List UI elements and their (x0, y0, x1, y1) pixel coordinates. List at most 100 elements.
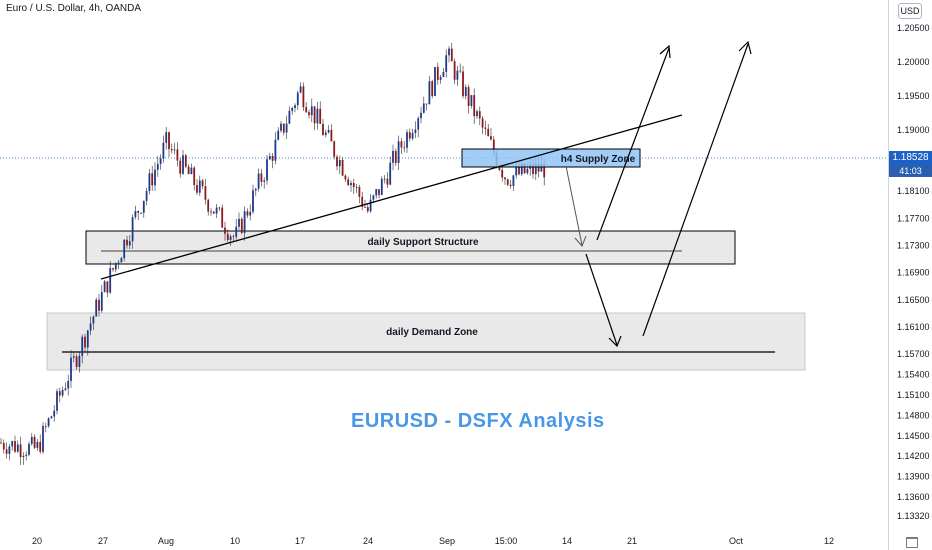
candle-body (268, 156, 271, 160)
price-tick-label: 1.16900 (897, 268, 930, 278)
analysis-watermark: EURUSD - DSFX Analysis (351, 410, 605, 432)
candle-body (226, 233, 229, 240)
candle-body (33, 436, 36, 448)
candle-body (375, 189, 378, 196)
time-tick-label: Oct (729, 536, 744, 546)
demand-zone-label: daily Demand Zone (386, 327, 478, 338)
candle-body (22, 455, 25, 458)
candle-body (89, 323, 92, 331)
candle-body (406, 132, 408, 148)
price-tick-label: 1.14200 (897, 451, 930, 461)
supply-zone[interactable] (461, 148, 641, 168)
path-arrow-down-1-head (574, 235, 587, 247)
path-arrow-up-1-head (659, 44, 671, 59)
candle-body (100, 292, 103, 311)
chart-settings-button[interactable] (888, 532, 932, 550)
candle-body (28, 443, 30, 455)
candle-body (425, 103, 428, 105)
candle-body (327, 129, 330, 133)
candle-body (322, 123, 324, 136)
candle-body (252, 190, 254, 212)
candle-body (243, 211, 246, 233)
ascending-trendline[interactable] (100, 114, 683, 280)
candle-body (534, 163, 537, 175)
candle-body (151, 173, 154, 186)
candle-body (369, 199, 372, 212)
candle-body (333, 141, 336, 157)
candle-body (467, 87, 470, 106)
candle-body (204, 186, 207, 200)
candle-body (170, 149, 173, 151)
time-tick-label: 15:00 (495, 536, 518, 546)
candle-body (310, 106, 313, 116)
candle-body (254, 188, 257, 191)
candle-body (58, 391, 61, 396)
candle-body (221, 207, 224, 228)
candle-body (198, 180, 201, 193)
path-arrow-down-1[interactable] (565, 165, 583, 246)
settings-icon (906, 537, 918, 548)
support-zone[interactable] (85, 230, 736, 265)
candle-body (11, 441, 14, 447)
candle-body (526, 168, 529, 174)
candle-body (453, 61, 456, 80)
candle-body (238, 218, 240, 227)
candle-body (434, 67, 436, 96)
demand-zone[interactable] (46, 312, 806, 371)
candle-body (36, 441, 39, 448)
path-arrow-down-2[interactable] (585, 253, 618, 346)
candle-body (274, 139, 277, 161)
candle-body (364, 206, 366, 208)
candle-body (403, 147, 406, 149)
currency-badge[interactable]: USD (898, 3, 922, 19)
candle-body (523, 163, 526, 174)
candle-body (53, 410, 56, 417)
candle-body (313, 106, 316, 124)
candle-body (212, 211, 215, 214)
candle-body (218, 207, 221, 209)
price-tick-label: 1.19000 (897, 125, 930, 135)
candle-body (162, 142, 165, 159)
candle-body (543, 163, 546, 178)
candle-body (509, 184, 512, 186)
candle-body (249, 211, 252, 216)
candle-body (378, 189, 380, 195)
path-arrow-up-2[interactable] (642, 43, 749, 337)
candle-body (380, 178, 383, 195)
price-tick-label: 1.15100 (897, 390, 930, 400)
candle-body (257, 173, 260, 189)
candle-body (537, 163, 540, 172)
candle-body (288, 110, 291, 124)
path-arrow-down-2-head (608, 335, 622, 348)
last-price-tag: 1.18528 (889, 151, 932, 165)
candle-body (400, 141, 403, 148)
candle-body (389, 162, 392, 185)
zones-layer: daily Demand Zone daily Support Structur… (46, 230, 806, 371)
path-arrow-up-1[interactable] (596, 47, 670, 241)
price-axis[interactable]: 1.205001.200001.195001.190001.185001.181… (897, 23, 930, 521)
candle-body (456, 70, 459, 80)
candle-body (518, 166, 520, 175)
candle-body (498, 166, 501, 170)
candle-body (448, 48, 450, 56)
candle-body (470, 95, 473, 106)
candle-body (207, 199, 210, 212)
time-tick-label: 12 (824, 536, 834, 546)
candle-body (324, 132, 327, 136)
candle-body (476, 111, 478, 116)
candle-body (128, 241, 131, 246)
candle-body (473, 95, 476, 116)
candle-body (330, 129, 333, 142)
candle-body (319, 108, 322, 124)
candle-body (112, 268, 114, 270)
candle-body (120, 258, 123, 263)
time-axis[interactable]: 20 27 Aug 10 17 24 Sep 15:00 14 21 Oct 12 (32, 536, 834, 546)
candle-body (176, 149, 179, 161)
candle-body (201, 180, 204, 187)
candle-body (19, 444, 22, 458)
candle-body (487, 128, 490, 137)
candle-body (134, 211, 137, 218)
candle-body (260, 173, 263, 182)
